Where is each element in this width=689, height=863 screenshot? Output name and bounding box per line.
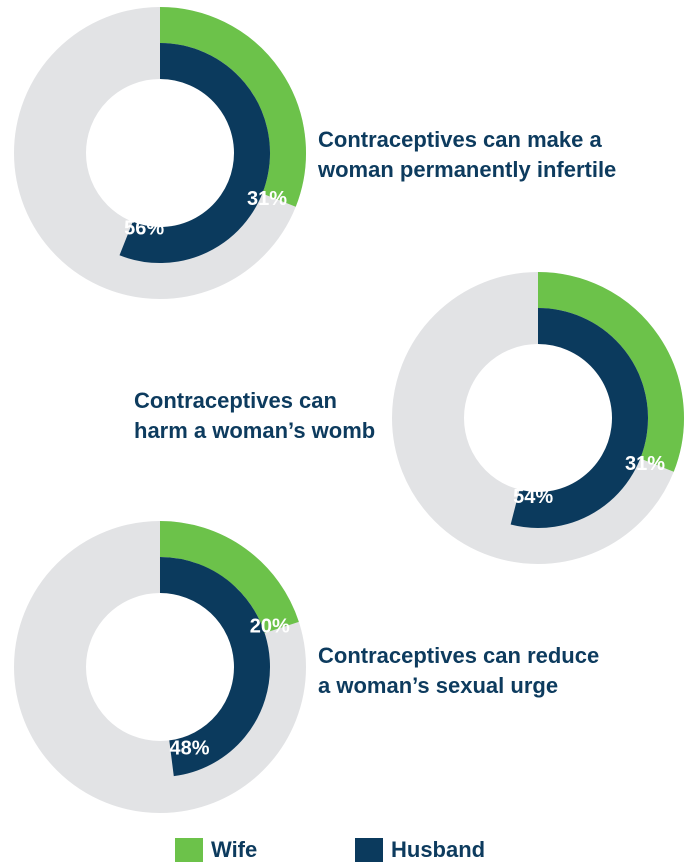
- chart-title-1-line-1: Contraceptives can make a: [318, 127, 602, 152]
- donut-infertile: 31% 56%: [14, 7, 306, 299]
- legend-swatch-husband: [355, 838, 383, 862]
- legend-label-wife: Wife: [211, 837, 258, 862]
- legend-swatch-wife: [175, 838, 203, 862]
- chart-title-2: Contraceptives can harm a woman’s womb: [134, 386, 375, 446]
- husband-arc: [159, 557, 270, 777]
- chart-title-1-line-2: woman permanently infertile: [318, 157, 617, 182]
- wife-value-label: 31%: [625, 453, 665, 475]
- legend-item-wife: Wife: [175, 837, 257, 863]
- legend-label-husband: Husband: [391, 837, 486, 862]
- wife-arc: [159, 7, 306, 207]
- donut-womb: 31% 54%: [392, 272, 684, 564]
- husband-arc: [119, 43, 270, 263]
- husband-arc: [510, 308, 648, 528]
- donut-sexual-urge: 20% 48%: [14, 521, 306, 813]
- wife-value-label: 20%: [250, 615, 290, 637]
- husband-value-label: 56%: [124, 218, 164, 240]
- chart-title-3-line-2: a woman’s sexual urge: [318, 673, 559, 698]
- legend-item-husband: Husband: [355, 837, 485, 863]
- legend: Wife Husband: [0, 811, 689, 863]
- wife-value-label: 31%: [247, 188, 287, 210]
- husband-value-label: 48%: [170, 737, 210, 759]
- chart-title-3-line-1: Contraceptives can reduce: [318, 643, 600, 668]
- chart-title-2-line-2: harm a woman’s womb: [134, 418, 376, 443]
- chart-title-2-line-1: Contraceptives can: [134, 388, 337, 413]
- chart-title-1: Contraceptives can make a woman permanen…: [318, 125, 616, 185]
- wife-arc: [159, 521, 299, 634]
- wife-arc: [537, 272, 684, 472]
- chart-title-3: Contraceptives can reduce a woman’s sexu…: [318, 641, 599, 701]
- husband-value-label: 54%: [513, 486, 553, 508]
